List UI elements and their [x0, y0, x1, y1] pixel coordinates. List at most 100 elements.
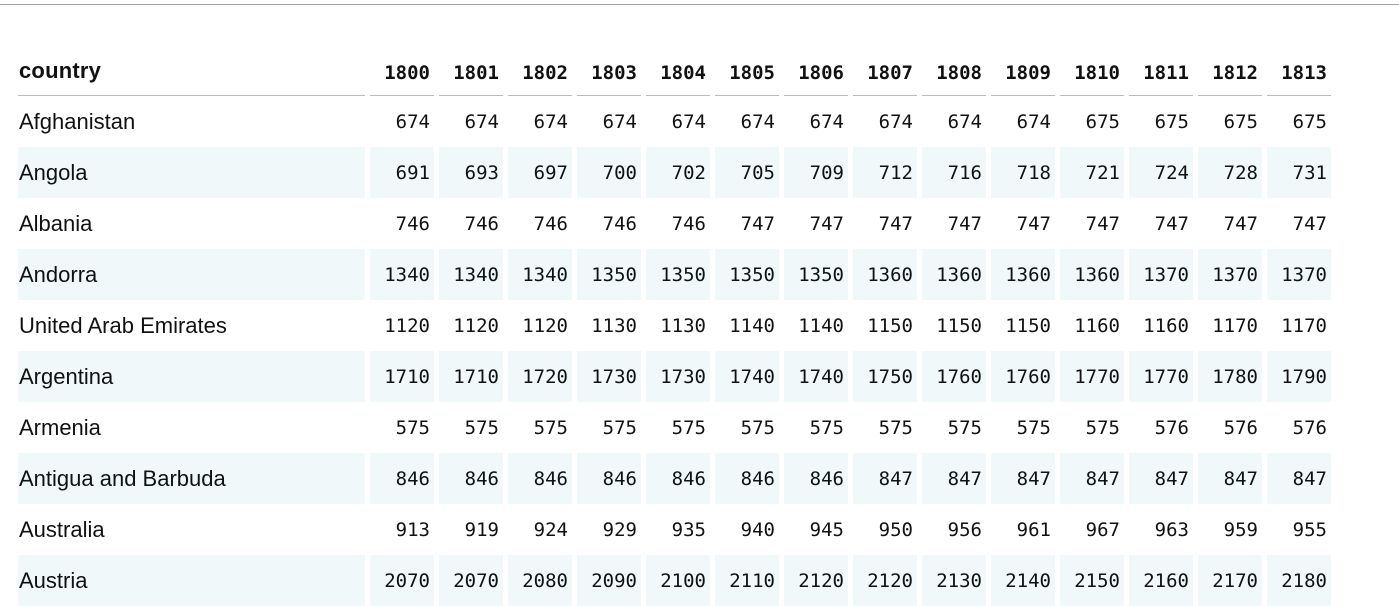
data-table-container[interactable]: country 1800 1801 1802 1803 1804 1805 1806 1807… [18, 30, 1399, 606]
value-cell: 2110 [715, 555, 779, 606]
value-cell: 747 [1292, 212, 1327, 235]
value-cell: 963 [1154, 518, 1189, 541]
value-cell: 718 [991, 147, 1055, 198]
table-row: United Arab Emirates 1120 1120 1120 1130 1130… [18, 300, 1331, 351]
column-header-year[interactable]: 1805 [715, 30, 779, 96]
value-cell: 575 [878, 416, 913, 439]
value-cell: 702 [646, 147, 710, 198]
value-cell: 575 [1085, 416, 1120, 439]
value-cell: 716 [922, 147, 986, 198]
value-cell: 1150 [936, 314, 982, 337]
country-cell: Afghanistan [19, 108, 136, 134]
value-cell: 674 [533, 110, 568, 133]
value-cell: 675 [1292, 110, 1327, 133]
value-cell: 2070 [439, 555, 503, 606]
table-row: Albania 746 746 746 746 746 747 747 747 747 747 747… [18, 198, 1331, 249]
value-cell: 674 [464, 110, 499, 133]
value-cell: 1770 [1060, 351, 1124, 402]
value-cell: 2070 [370, 555, 434, 606]
value-cell: 924 [533, 518, 568, 541]
value-cell: 1370 [1129, 249, 1193, 300]
value-cell: 2180 [1267, 555, 1331, 606]
value-cell: 846 [577, 453, 641, 504]
country-cell: Angola [18, 147, 365, 198]
value-cell: 929 [602, 518, 637, 541]
value-cell: 2140 [991, 555, 1055, 606]
value-cell: 576 [1223, 416, 1258, 439]
value-cell: 1350 [784, 249, 848, 300]
value-cell: 700 [577, 147, 641, 198]
column-header-year[interactable]: 1810 [1060, 30, 1124, 96]
value-cell: 919 [464, 518, 499, 541]
value-cell: 935 [671, 518, 706, 541]
value-cell: 2130 [922, 555, 986, 606]
column-header-year[interactable]: 1807 [853, 30, 917, 96]
column-header-year[interactable]: 1808 [922, 30, 986, 96]
value-cell: 847 [1267, 453, 1331, 504]
value-cell: 747 [1085, 212, 1120, 235]
value-cell: 1350 [646, 249, 710, 300]
value-cell: 1350 [715, 249, 779, 300]
column-header-year[interactable]: 1806 [784, 30, 848, 96]
value-cell: 1360 [991, 249, 1055, 300]
column-header-year[interactable]: 1811 [1129, 30, 1193, 96]
value-cell: 576 [1154, 416, 1189, 439]
value-cell: 846 [646, 453, 710, 504]
value-cell: 1340 [508, 249, 572, 300]
value-cell: 747 [947, 212, 982, 235]
value-cell: 575 [395, 416, 430, 439]
table-row: Austria 2070 2070 2080 2090 2100 2110 2120 2120 2… [18, 555, 1331, 606]
value-cell: 746 [395, 212, 430, 235]
country-cell: Australia [19, 516, 105, 542]
value-cell: 674 [671, 110, 706, 133]
value-cell: 1790 [1267, 351, 1331, 402]
column-header-year[interactable]: 1809 [991, 30, 1055, 96]
column-header-year[interactable]: 1813 [1267, 30, 1331, 96]
value-cell: 674 [740, 110, 775, 133]
value-cell: 674 [878, 110, 913, 133]
value-cell: 847 [991, 453, 1055, 504]
value-cell: 1730 [577, 351, 641, 402]
value-cell: 846 [784, 453, 848, 504]
value-cell: 846 [439, 453, 503, 504]
value-cell: 1130 [591, 314, 637, 337]
value-cell: 674 [395, 110, 430, 133]
value-cell: 747 [740, 212, 775, 235]
column-header-year[interactable]: 1804 [646, 30, 710, 96]
column-header-year[interactable]: 1802 [508, 30, 572, 96]
value-cell: 967 [1085, 518, 1120, 541]
value-cell: 747 [1154, 212, 1189, 235]
column-header-year[interactable]: 1803 [577, 30, 641, 96]
column-header-year[interactable]: 1800 [370, 30, 434, 96]
country-cell: Andorra [18, 249, 365, 300]
value-cell: 1760 [922, 351, 986, 402]
value-cell: 2100 [646, 555, 710, 606]
column-header-year[interactable]: 1812 [1198, 30, 1262, 96]
table-row: Andorra 1340 1340 1340 1350 1350 1350 1350 1360 1… [18, 249, 1331, 300]
value-cell: 1780 [1198, 351, 1262, 402]
data-table: country 1800 1801 1802 1803 1804 1805 1806 1807… [18, 30, 1336, 606]
value-cell: 1370 [1267, 249, 1331, 300]
value-cell: 1710 [439, 351, 503, 402]
value-cell: 721 [1060, 147, 1124, 198]
value-cell: 746 [464, 212, 499, 235]
value-cell: 1120 [453, 314, 499, 337]
top-divider [0, 4, 1399, 5]
value-cell: 747 [809, 212, 844, 235]
table-row: Angola 691 693 697 700 702 705 709 712 716 718 721 7… [18, 147, 1331, 198]
value-cell: 674 [809, 110, 844, 133]
value-cell: 1770 [1129, 351, 1193, 402]
value-cell: 847 [1129, 453, 1193, 504]
value-cell: 576 [1292, 416, 1327, 439]
value-cell: 675 [1223, 110, 1258, 133]
value-cell: 747 [1223, 212, 1258, 235]
country-cell: Albania [19, 210, 93, 236]
value-cell: 693 [439, 147, 503, 198]
value-cell: 847 [1060, 453, 1124, 504]
value-cell: 1760 [991, 351, 1055, 402]
value-cell: 1130 [660, 314, 706, 337]
column-header-year[interactable]: 1801 [439, 30, 503, 96]
value-cell: 1340 [370, 249, 434, 300]
value-cell: 1370 [1198, 249, 1262, 300]
column-header-country[interactable]: country [18, 30, 365, 96]
